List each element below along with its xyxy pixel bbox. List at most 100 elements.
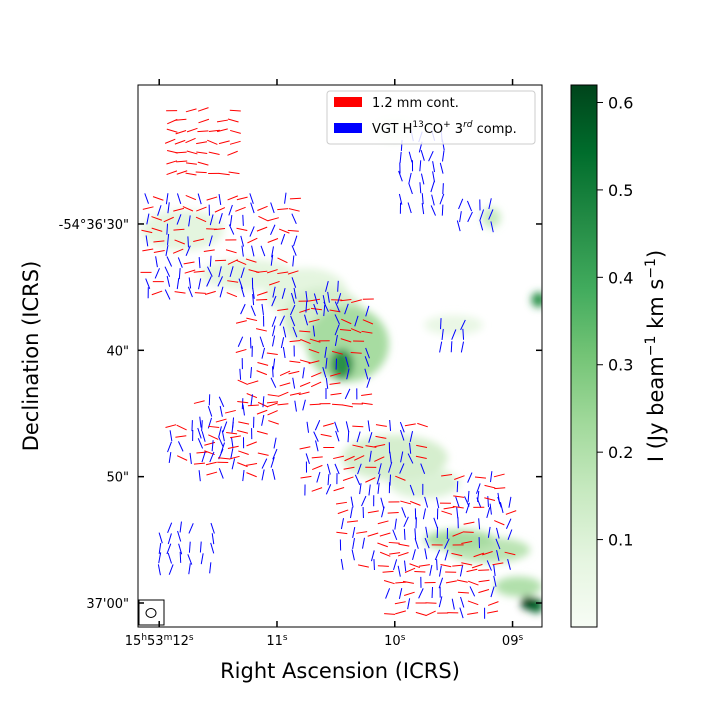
- vgt-vector: [305, 301, 308, 313]
- continuum-vector: [213, 228, 226, 231]
- vgt-vector: [438, 596, 443, 608]
- continuum-vector: [288, 208, 300, 212]
- vgt-vector: [409, 431, 414, 442]
- vgt-vector: [487, 526, 491, 538]
- continuum-vector: [332, 403, 344, 406]
- x-tick-label: 10s: [384, 633, 406, 649]
- continuum-vector: [463, 521, 475, 525]
- vgt-vector: [490, 586, 495, 598]
- vgt-vector: [290, 315, 296, 327]
- intensity-blob: [200, 259, 295, 290]
- continuum-vector: [229, 109, 241, 112]
- continuum-vector: [218, 140, 230, 145]
- vgt-vector: [467, 211, 473, 223]
- vgt-vector: [302, 367, 305, 379]
- vgt-vector: [279, 315, 285, 326]
- vgt-vector: [271, 316, 277, 327]
- vgt-vector: [271, 468, 276, 480]
- vgt-vector: [179, 551, 182, 563]
- vgt-vector: [219, 405, 223, 417]
- continuum-vector: [176, 170, 188, 175]
- continuum-vector: [266, 269, 278, 274]
- vgt-vector: [458, 198, 464, 210]
- vgt-vector: [397, 565, 401, 577]
- continuum-vector: [230, 129, 241, 134]
- vgt-vector: [408, 172, 412, 184]
- vgt-vector: [282, 326, 287, 338]
- continuum-vector: [277, 257, 288, 264]
- continuum-vector: [216, 119, 228, 123]
- continuum-vector: [165, 424, 177, 429]
- continuum-vector: [340, 338, 352, 343]
- vgt-vector: [361, 495, 367, 507]
- continuum-vector: [195, 216, 207, 223]
- vgt-vector: [325, 484, 332, 495]
- vgt-vector: [334, 334, 338, 346]
- vgt-vector: [167, 441, 172, 453]
- continuum-vector: [246, 472, 257, 478]
- continuum-vector: [341, 404, 353, 408]
- continuum-vector: [289, 197, 301, 200]
- continuum-vector: [350, 328, 362, 334]
- vgt-vector: [325, 377, 329, 389]
- vgt-vector: [198, 278, 202, 290]
- continuum-vector: [256, 298, 268, 301]
- continuum-vector: [166, 170, 178, 176]
- vgt-vector: [414, 538, 419, 549]
- vgt-vector: [176, 278, 180, 290]
- continuum-vector: [289, 340, 301, 343]
- vgt-vector: [340, 518, 345, 530]
- intensity-blob: [494, 576, 542, 597]
- continuum-vector: [238, 421, 250, 425]
- continuum-vector: [404, 591, 415, 597]
- vgt-vector: [271, 335, 276, 347]
- vgt-vector: [380, 497, 385, 509]
- vgt-vector: [467, 472, 473, 483]
- vgt-vector: [465, 502, 470, 514]
- continuum-vector: [379, 551, 391, 557]
- vgt-vector: [187, 236, 189, 248]
- continuum-vector: [198, 118, 210, 124]
- continuum-vector: [418, 564, 430, 567]
- vgt-vector: [306, 421, 310, 433]
- vgt-vector: [424, 548, 428, 560]
- continuum-vector: [269, 280, 280, 286]
- vgt-vector: [228, 204, 233, 216]
- vgt-vector: [325, 281, 329, 292]
- vgt-vector: [389, 451, 392, 463]
- vgt-vector: [166, 256, 173, 267]
- continuum-vector: [224, 409, 236, 414]
- continuum-vector: [417, 422, 428, 428]
- vgt-vector: [146, 213, 150, 225]
- vgt-vector: [198, 470, 201, 482]
- continuum-vector: [308, 360, 320, 364]
- vgt-vector: [272, 358, 276, 370]
- vgt-vector: [400, 451, 404, 463]
- vgt-vector: [507, 529, 513, 540]
- vgt-vector: [273, 437, 277, 449]
- continuum-vector: [236, 227, 248, 232]
- vgt-vector: [242, 470, 245, 482]
- vgt-vector: [340, 558, 344, 570]
- vgt-vector: [344, 388, 351, 400]
- vgt-vector: [377, 482, 380, 494]
- continuum-vector: [278, 391, 289, 397]
- vgt-vector: [178, 268, 181, 280]
- continuum-vector: [227, 150, 238, 156]
- vgt-vector: [345, 421, 350, 433]
- vgt-vector: [176, 214, 182, 225]
- vgt-vector: [419, 182, 422, 194]
- vgt-vector: [144, 193, 149, 204]
- vgt-vector: [351, 549, 355, 561]
- vgt-vector: [444, 549, 449, 561]
- continuum-vector: [279, 382, 291, 387]
- continuum-vector: [441, 473, 453, 477]
- vgt-vector: [188, 541, 191, 553]
- legend-frame: [326, 90, 536, 145]
- vgt-vector: [499, 502, 504, 513]
- vgt-vector: [240, 286, 245, 298]
- vgt-vector: [272, 448, 278, 460]
- vgt-vector: [206, 276, 212, 287]
- continuum-vector: [288, 370, 300, 375]
- continuum-vector: [330, 372, 341, 377]
